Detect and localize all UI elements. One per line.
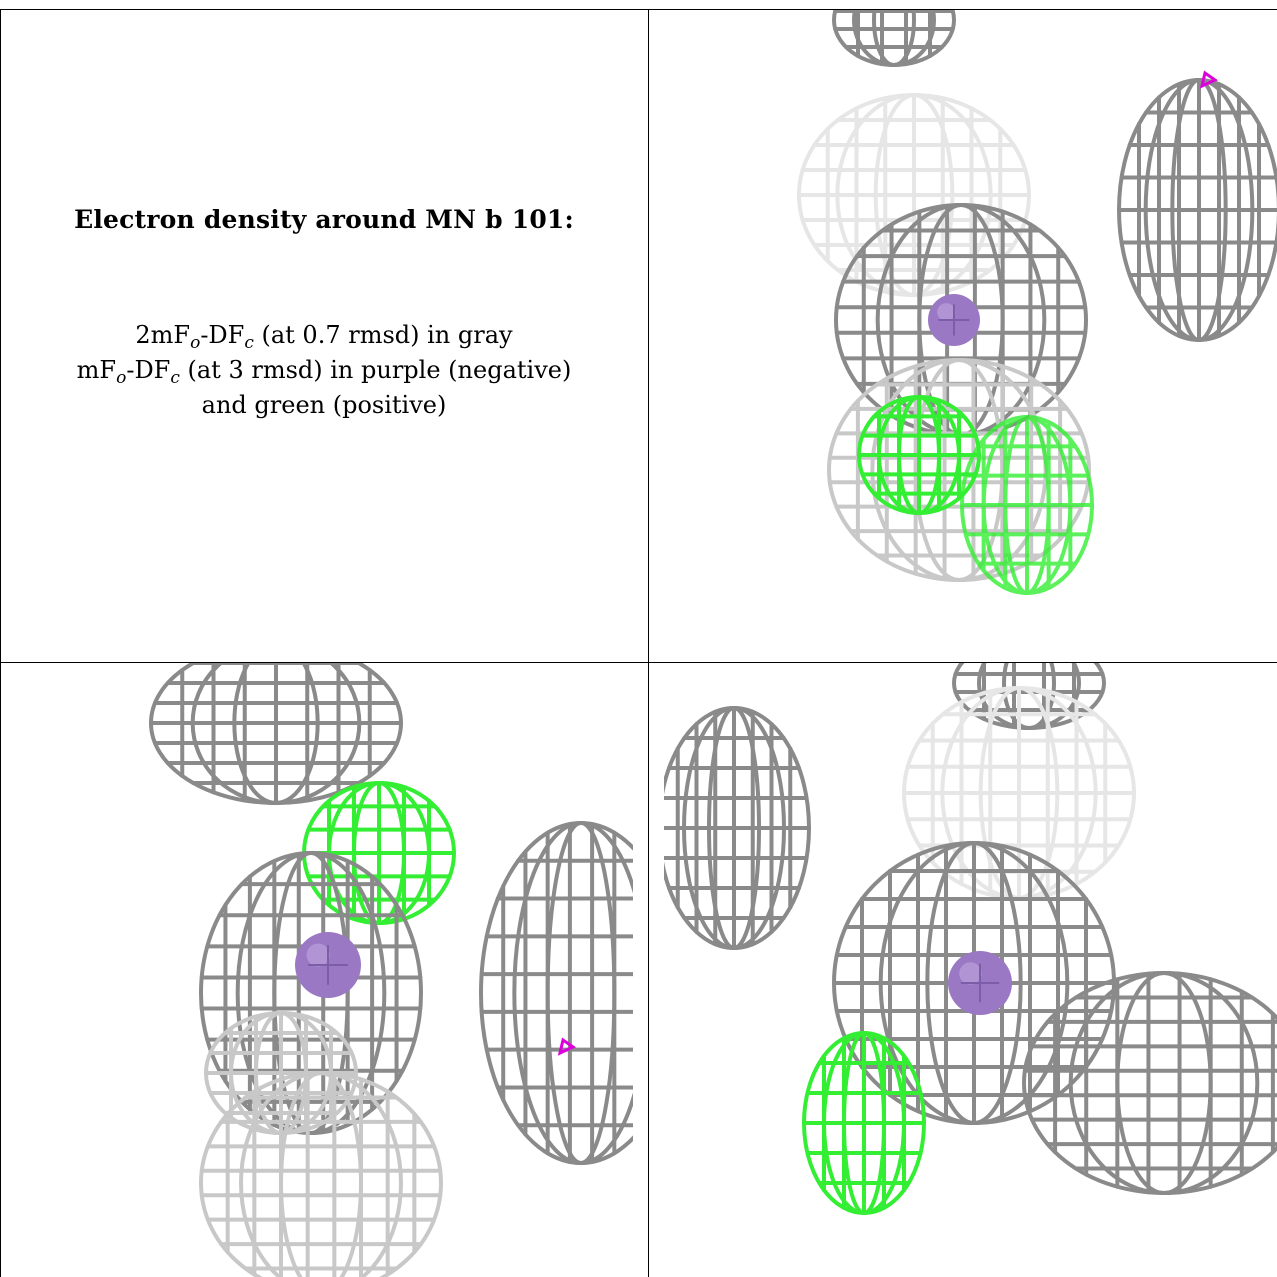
gray-density-mesh [199,1071,443,1277]
density-view-bottom-right [664,663,1277,1277]
caption-text: (at 3 rmsd) in purple (negative) [179,356,572,384]
caption-subscript: o [116,368,127,388]
density-view-top-right [649,10,1277,662]
caption-line-mfo: mFo-DFc (at 3 rmsd) in purple (negative) [0,353,648,388]
frame-divider-horizontal [0,662,1277,663]
caption-subscript: c [170,368,180,388]
green-density-mesh [857,395,981,515]
green-density-mesh [802,1031,926,1215]
faint-density-mesh [902,686,1136,900]
caption-title: Electron density around MN b 101: [74,205,574,234]
caption-text: mF [76,356,117,384]
frame-border-left [0,9,1,1277]
gray-density-mesh [479,821,633,1165]
negative-density-marker [1199,70,1218,89]
mn-atom-sphere [948,951,1012,1015]
caption-description: 2mFo-DFc (at 0.7 rmsd) in gray mFo-DFc (… [0,318,648,423]
gray-density-mesh [149,663,403,805]
caption-line-2mfo: 2mFo-DFc (at 0.7 rmsd) in gray [0,318,648,353]
caption-text: (at 0.7 rmsd) in gray [253,321,513,349]
caption-text: 2mF [135,321,191,349]
negative-density-marker [557,1037,576,1056]
green-density-mesh [960,415,1094,595]
caption-subscript: c [244,333,254,353]
mn-atom-sphere [928,294,980,346]
caption-text: -DF [200,321,245,349]
gray-density-mesh [1022,971,1277,1195]
gray-density-mesh [664,706,811,950]
faint-density-mesh [797,93,1031,297]
mn-atom-sphere [295,932,361,998]
caption-panel: Electron density around MN b 101: 2mFo-D… [0,0,648,662]
frame-border-top [0,9,1277,10]
density-view-bottom-left [1,663,633,1277]
gray-density-mesh [832,10,956,67]
frame-divider-vertical [648,9,649,1277]
caption-line-green: and green (positive) [201,391,447,419]
gray-density-mesh [1117,78,1277,342]
caption-subscript: o [190,333,201,353]
caption-text: -DF [126,356,171,384]
